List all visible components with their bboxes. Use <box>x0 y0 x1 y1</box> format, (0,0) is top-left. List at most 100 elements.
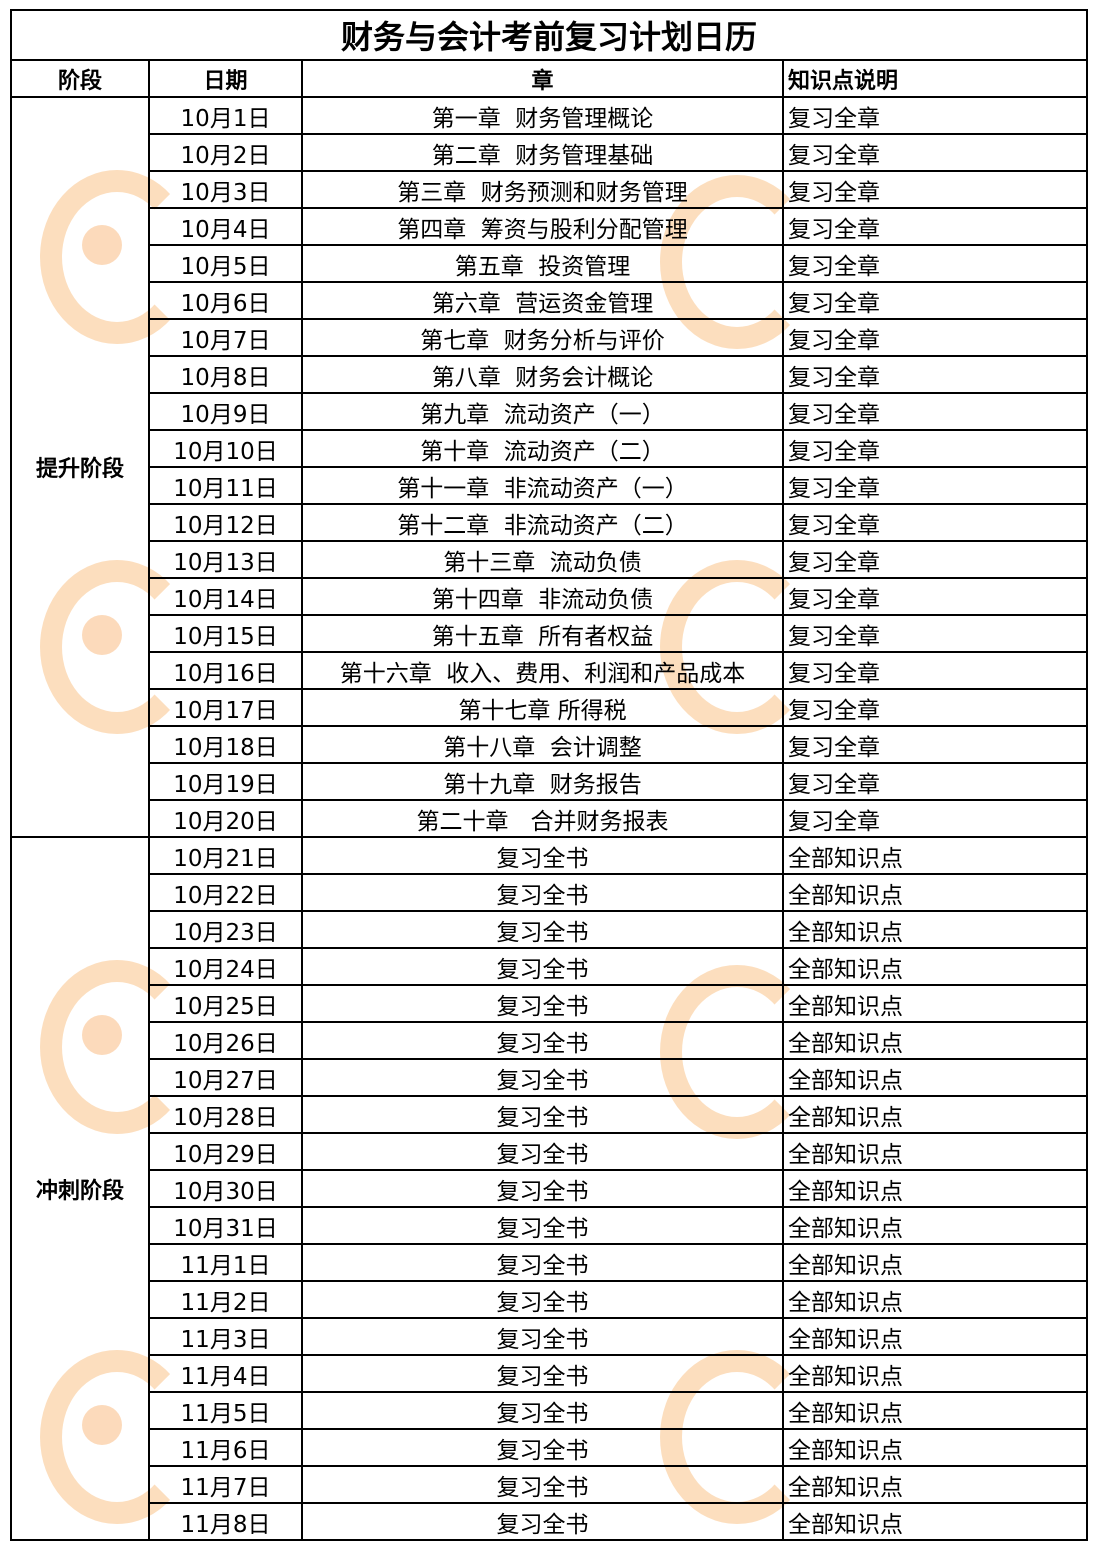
date-cell: 11月1日 <box>148 1243 303 1282</box>
note-cell: 复习全章 <box>781 133 1089 172</box>
date-cell: 11月8日 <box>148 1502 303 1541</box>
date-cell: 10月2日 <box>148 133 303 172</box>
chapter-cell: 第一章 财务管理概论 <box>301 96 784 135</box>
chapter-cell: 复习全书 <box>301 1021 784 1060</box>
chapter-cell: 第五章 投资管理 <box>301 244 784 283</box>
note-cell: 全部知识点 <box>781 947 1089 986</box>
chapter-cell: 复习全书 <box>301 1428 784 1467</box>
chapter-cell: 复习全书 <box>301 1502 784 1541</box>
header-phase: 阶段 <box>10 59 150 98</box>
note-cell: 全部知识点 <box>781 873 1089 912</box>
note-cell: 全部知识点 <box>781 1428 1089 1467</box>
date-cell: 10月30日 <box>148 1169 303 1208</box>
date-cell: 10月22日 <box>148 873 303 912</box>
note-cell: 全部知识点 <box>781 910 1089 949</box>
chapter-cell: 复习全书 <box>301 1095 784 1134</box>
chapter-cell: 第二章 财务管理基础 <box>301 133 784 172</box>
note-cell: 全部知识点 <box>781 1317 1089 1356</box>
note-cell: 全部知识点 <box>781 984 1089 1023</box>
study-calendar-table: 财务与会计考前复习计划日历 阶段 日期 章 知识点说明 提升阶段 10月1日 第一章… <box>9 9 1089 1541</box>
date-cell: 10月11日 <box>148 466 303 505</box>
chapter-cell: 复习全书 <box>301 1317 784 1356</box>
date-cell: 10月25日 <box>148 984 303 1023</box>
note-cell: 复习全章 <box>781 799 1089 838</box>
table-row: 10月16日 第十六章 收入、费用、利润和产品成本 复习全章 <box>11 651 1089 690</box>
table-row: 10月9日 第九章 流动资产（一） 复习全章 <box>11 392 1089 431</box>
date-cell: 11月3日 <box>148 1317 303 1356</box>
table-row: 10月11日 第十一章 非流动资产（一） 复习全章 <box>11 466 1089 505</box>
chapter-cell: 第十六章 收入、费用、利润和产品成本 <box>301 651 784 690</box>
note-cell: 全部知识点 <box>781 1502 1089 1541</box>
chapter-cell: 复习全书 <box>301 947 784 986</box>
note-cell: 全部知识点 <box>781 1465 1089 1504</box>
chapter-cell: 第二十章 合并财务报表 <box>301 799 784 838</box>
chapter-cell: 第十九章 财务报告 <box>301 762 784 801</box>
date-cell: 10月5日 <box>148 244 303 283</box>
table-row: 10月30日 复习全书 全部知识点 <box>11 1169 1089 1208</box>
date-cell: 10月21日 <box>148 836 303 875</box>
date-cell: 11月6日 <box>148 1428 303 1467</box>
table-row: 10月5日 第五章 投资管理 复习全章 <box>11 244 1089 283</box>
chapter-cell: 复习全书 <box>301 910 784 949</box>
date-cell: 10月14日 <box>148 577 303 616</box>
chapter-cell: 复习全书 <box>301 1169 784 1208</box>
table-row: 11月3日 复习全书 全部知识点 <box>11 1317 1089 1356</box>
date-cell: 10月17日 <box>148 688 303 727</box>
date-cell: 10月31日 <box>148 1206 303 1245</box>
table-row: 10月18日 第十八章 会计调整 复习全章 <box>11 725 1089 764</box>
chapter-cell: 复习全书 <box>301 1354 784 1393</box>
table-row: 11月1日 复习全书 全部知识点 <box>11 1243 1089 1282</box>
date-cell: 10月1日 <box>148 96 303 135</box>
note-cell: 复习全章 <box>781 577 1089 616</box>
note-cell: 全部知识点 <box>781 1280 1089 1319</box>
note-cell: 复习全章 <box>781 170 1089 209</box>
chapter-cell: 复习全书 <box>301 1280 784 1319</box>
date-cell: 10月16日 <box>148 651 303 690</box>
table-row: 11月5日 复习全书 全部知识点 <box>11 1391 1089 1430</box>
table-row: 11月6日 复习全书 全部知识点 <box>11 1428 1089 1467</box>
table-row: 10月27日 复习全书 全部知识点 <box>11 1058 1089 1097</box>
note-cell: 复习全章 <box>781 392 1089 431</box>
note-cell: 全部知识点 <box>781 1095 1089 1134</box>
date-cell: 10月15日 <box>148 614 303 653</box>
table-row: 10月19日 第十九章 财务报告 复习全章 <box>11 762 1089 801</box>
date-cell: 10月10日 <box>148 429 303 468</box>
chapter-cell: 第十二章 非流动资产（二） <box>301 503 784 542</box>
chapter-cell: 复习全书 <box>301 1391 784 1430</box>
note-cell: 复习全章 <box>781 614 1089 653</box>
note-cell: 复习全章 <box>781 725 1089 764</box>
note-cell: 全部知识点 <box>781 1058 1089 1097</box>
note-cell: 全部知识点 <box>781 1354 1089 1393</box>
date-cell: 11月7日 <box>148 1465 303 1504</box>
date-cell: 10月6日 <box>148 281 303 320</box>
table-row: 10月12日 第十二章 非流动资产（二） 复习全章 <box>11 503 1089 542</box>
note-cell: 复习全章 <box>781 429 1089 468</box>
note-cell: 复习全章 <box>781 281 1089 320</box>
table-row: 10月24日 复习全书 全部知识点 <box>11 947 1089 986</box>
table-row: 10月14日 第十四章 非流动负债 复习全章 <box>11 577 1089 616</box>
chapter-cell: 复习全书 <box>301 1132 784 1171</box>
note-cell: 复习全章 <box>781 503 1089 542</box>
date-cell: 11月4日 <box>148 1354 303 1393</box>
date-cell: 10月29日 <box>148 1132 303 1171</box>
table-row: 10月28日 复习全书 全部知识点 <box>11 1095 1089 1134</box>
chapter-cell: 第十三章 流动负债 <box>301 540 784 579</box>
note-cell: 复习全章 <box>781 688 1089 727</box>
header-note: 知识点说明 <box>781 59 1089 98</box>
table-row: 10月20日 第二十章 合并财务报表 复习全章 <box>11 799 1089 838</box>
table-row: 10月26日 复习全书 全部知识点 <box>11 1021 1089 1060</box>
table-row: 10月8日 第八章 财务会计概论 复习全章 <box>11 355 1089 394</box>
table-row: 10月6日 第六章 营运资金管理 复习全章 <box>11 281 1089 320</box>
chapter-cell: 第十八章 会计调整 <box>301 725 784 764</box>
note-cell: 复习全章 <box>781 244 1089 283</box>
note-cell: 复习全章 <box>781 96 1089 135</box>
note-cell: 全部知识点 <box>781 1169 1089 1208</box>
date-cell: 10月26日 <box>148 1021 303 1060</box>
note-cell: 复习全章 <box>781 540 1089 579</box>
table-row: 10月23日 复习全书 全部知识点 <box>11 910 1089 949</box>
note-cell: 复习全章 <box>781 355 1089 394</box>
table-row: 11月7日 复习全书 全部知识点 <box>11 1465 1089 1504</box>
date-cell: 10月9日 <box>148 392 303 431</box>
date-cell: 10月8日 <box>148 355 303 394</box>
chapter-cell: 复习全书 <box>301 873 784 912</box>
